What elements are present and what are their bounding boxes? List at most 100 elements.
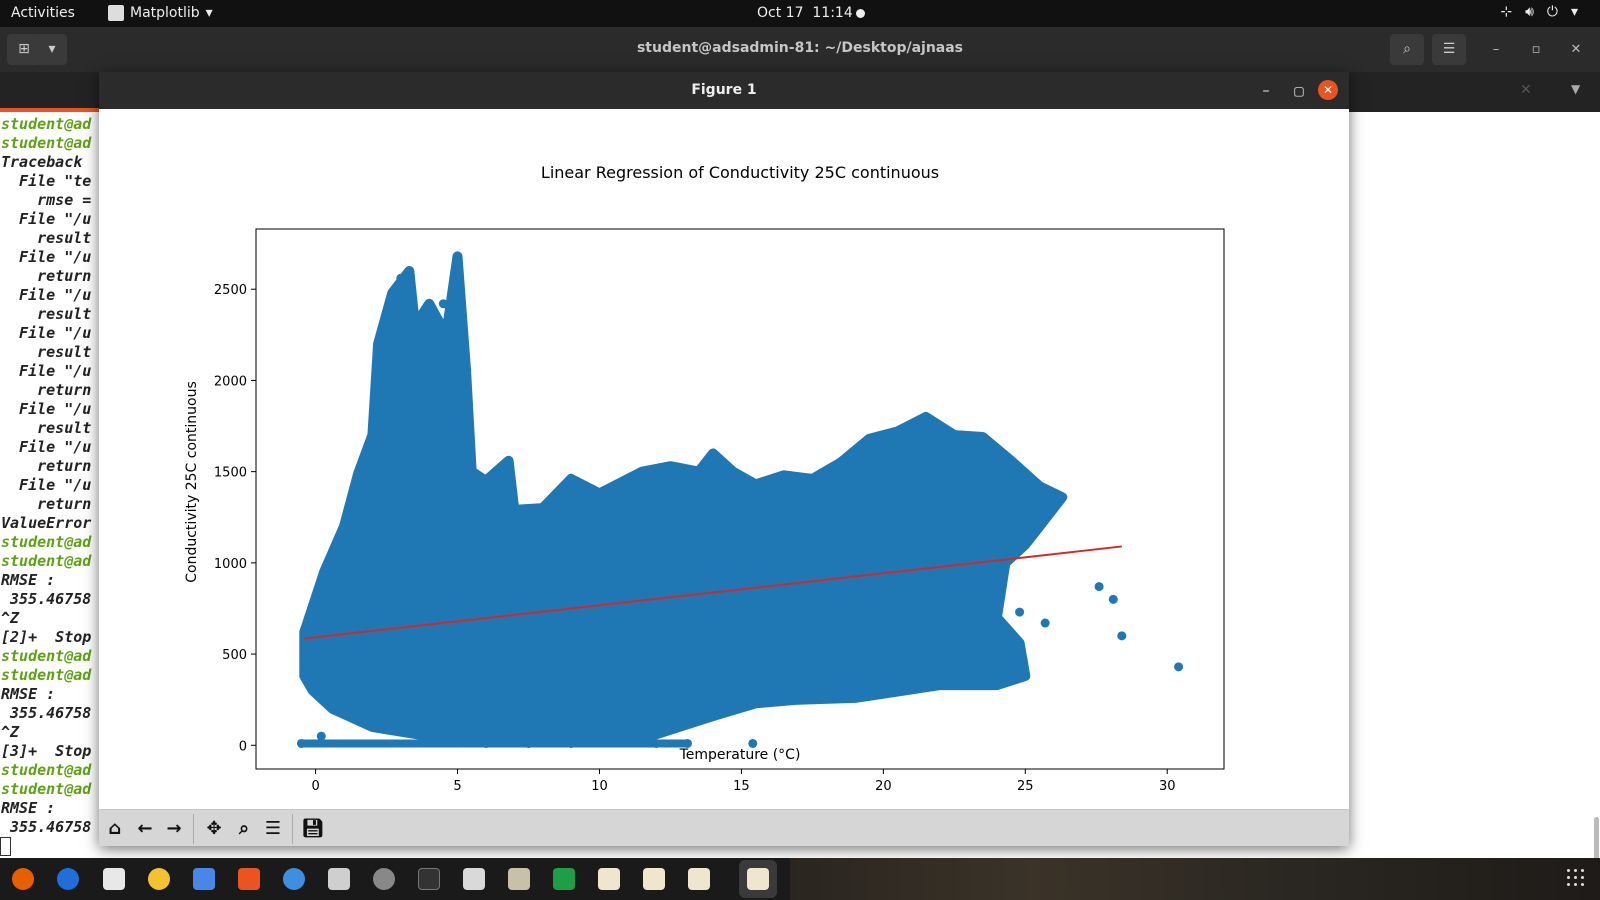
chevron-down-icon: ▾ — [48, 41, 56, 57]
y-tick-label: 1500 — [214, 466, 247, 481]
terminal-title: student@adsadmin-81: ~/Desktop/ajnaas — [636, 40, 964, 56]
system-tray[interactable]: ⊹ 🔊︎ ⏻ ▾ — [1500, 4, 1578, 20]
terminal-line: File "/u — [1, 362, 92, 380]
matplotlib-icon[interactable] — [688, 868, 710, 890]
y-tick-label: 0 — [239, 739, 247, 754]
matplotlib-icon[interactable] — [643, 868, 665, 890]
terminal-line: File "/u — [1, 400, 92, 418]
home-button[interactable]: ⌂ — [101, 815, 129, 843]
pan-icon: ✥ — [206, 818, 222, 839]
top-bar: Activities Matplotlib ▾ Oct 17 11:14 ⊹ 🔊… — [0, 0, 1600, 27]
y-tick-label: 2500 — [214, 283, 247, 298]
y-tick-label: 500 — [222, 648, 247, 663]
terminal-minimize-button[interactable]: – — [1492, 42, 1500, 57]
settings-icon[interactable] — [373, 868, 395, 890]
scatter-outlier-point — [1117, 631, 1127, 641]
scatter-point — [748, 738, 758, 748]
terminal-close-button[interactable]: ✕ — [1570, 42, 1582, 57]
terminal-line: student@ad — [1, 666, 92, 684]
terminal-line: ^Z — [1, 609, 20, 627]
software-center-icon[interactable] — [238, 868, 260, 890]
running-indicator — [603, 895, 613, 898]
terminal-line: result — [1, 419, 92, 437]
forward-icon: → — [166, 818, 182, 839]
scatter-point — [438, 299, 448, 309]
figure-maximize-button[interactable]: ▢ — [1293, 84, 1305, 98]
terminal-scrollbar[interactable] — [1594, 817, 1599, 882]
search-button[interactable]: ⌕ — [1390, 34, 1424, 65]
terminal-line: result — [1, 343, 92, 361]
terminal-line: 355.46758 — [1, 818, 92, 836]
terminal-line: File "/u — [1, 248, 92, 266]
clock[interactable]: Oct 17 11:14 — [757, 5, 853, 21]
figure-window: Figure 1 – ▢ ✕ Linear Regression of Cond… — [99, 72, 1349, 846]
matplotlib-icon[interactable] — [598, 868, 620, 890]
scatter-point — [481, 738, 491, 748]
terminal-line: student@ad — [1, 115, 92, 133]
hamburger-menu-button[interactable]: ☰ — [1432, 34, 1466, 65]
firefox-icon[interactable] — [12, 868, 34, 890]
figure-canvas[interactable]: Linear Regression of Conductivity 25C co… — [99, 109, 1349, 809]
terminal-line: return — [1, 381, 92, 399]
terminal-icon[interactable] — [418, 868, 440, 890]
document-icon[interactable] — [463, 868, 485, 890]
terminal-line: return — [1, 495, 92, 513]
configure-subplots-button[interactable]: ☰ — [259, 815, 287, 843]
terminal-line: result — [1, 229, 92, 247]
x-tick-label: 10 — [591, 779, 608, 794]
save-button[interactable]: 💾︎ — [299, 815, 327, 843]
terminal-line: rmse = — [1, 191, 92, 209]
terminal-lines: student@ad student@ad Traceback File "te r… — [1, 115, 91, 837]
writer-icon[interactable] — [193, 868, 215, 890]
tab-dropdown-button[interactable]: ▾ — [37, 34, 67, 65]
activities-button[interactable]: Activities — [11, 5, 75, 21]
wallpaper-strip — [790, 858, 1600, 900]
forward-button[interactable]: → — [160, 815, 188, 843]
x-tick-label: 20 — [875, 779, 892, 794]
spreadsheet-icon[interactable] — [553, 868, 575, 890]
save-icon: 💾︎ — [301, 818, 325, 839]
scatter-point — [453, 251, 463, 261]
chart-marks — [296, 251, 1184, 748]
scatter-point — [682, 738, 692, 748]
pan-button[interactable]: ✥ — [200, 815, 228, 843]
figure-titlebar[interactable]: Figure 1 – ▢ ✕ — [99, 72, 1349, 109]
help-icon[interactable] — [283, 868, 305, 890]
tab-close-icon[interactable]: ✕ — [1520, 82, 1532, 98]
rhythmbox-icon[interactable] — [148, 868, 170, 890]
terminal-line: student@ad — [1, 533, 92, 551]
zoom-button[interactable]: ⌕ — [230, 815, 258, 843]
app-menu[interactable]: Matplotlib ▾ — [108, 5, 213, 21]
network-icon: ⊹ — [1500, 4, 1513, 20]
files-icon[interactable] — [103, 868, 125, 890]
chevron-down-icon: ▾ — [1570, 4, 1578, 20]
y-tick-label: 1000 — [214, 557, 247, 572]
scatter-outlier-point — [1108, 594, 1118, 604]
x-tick-label: 0 — [311, 779, 319, 794]
thunderbird-icon[interactable] — [57, 868, 79, 890]
terminal-line: student@ad — [1, 780, 92, 798]
text-editor-icon[interactable] — [508, 868, 530, 890]
clock-date: Oct 17 — [757, 5, 804, 21]
matplotlib-icon[interactable] — [747, 868, 769, 890]
active-tab-indicator — [0, 108, 100, 112]
x-axis-label: Temperature (°C) — [679, 747, 801, 763]
new-tab-button[interactable]: ⊞ — [7, 34, 41, 65]
terminal-line: student@ad — [1, 761, 92, 779]
search-icon: ⌕ — [1403, 41, 1411, 57]
matplotlib-app-icon — [108, 5, 124, 21]
clock-time: 11:14 — [812, 5, 853, 21]
figure-close-button[interactable]: ✕ — [1318, 80, 1338, 100]
scatter-point-cloud — [299, 251, 1068, 747]
volume-icon: 🔊︎ — [1525, 4, 1534, 20]
running-indicator — [19, 895, 29, 898]
calc-grid-icon[interactable] — [328, 868, 350, 890]
figure-minimize-button[interactable]: – — [1262, 83, 1270, 99]
back-button[interactable]: ← — [131, 815, 159, 843]
scatter-point — [296, 738, 306, 748]
terminal-maximize-button[interactable]: ▫ — [1531, 42, 1541, 57]
figure-title: Figure 1 — [691, 82, 757, 98]
show-apps-grid-icon[interactable] — [1567, 869, 1585, 887]
chevron-down-icon[interactable]: ▼ — [1571, 82, 1581, 96]
configure-icon: ☰ — [264, 818, 282, 839]
